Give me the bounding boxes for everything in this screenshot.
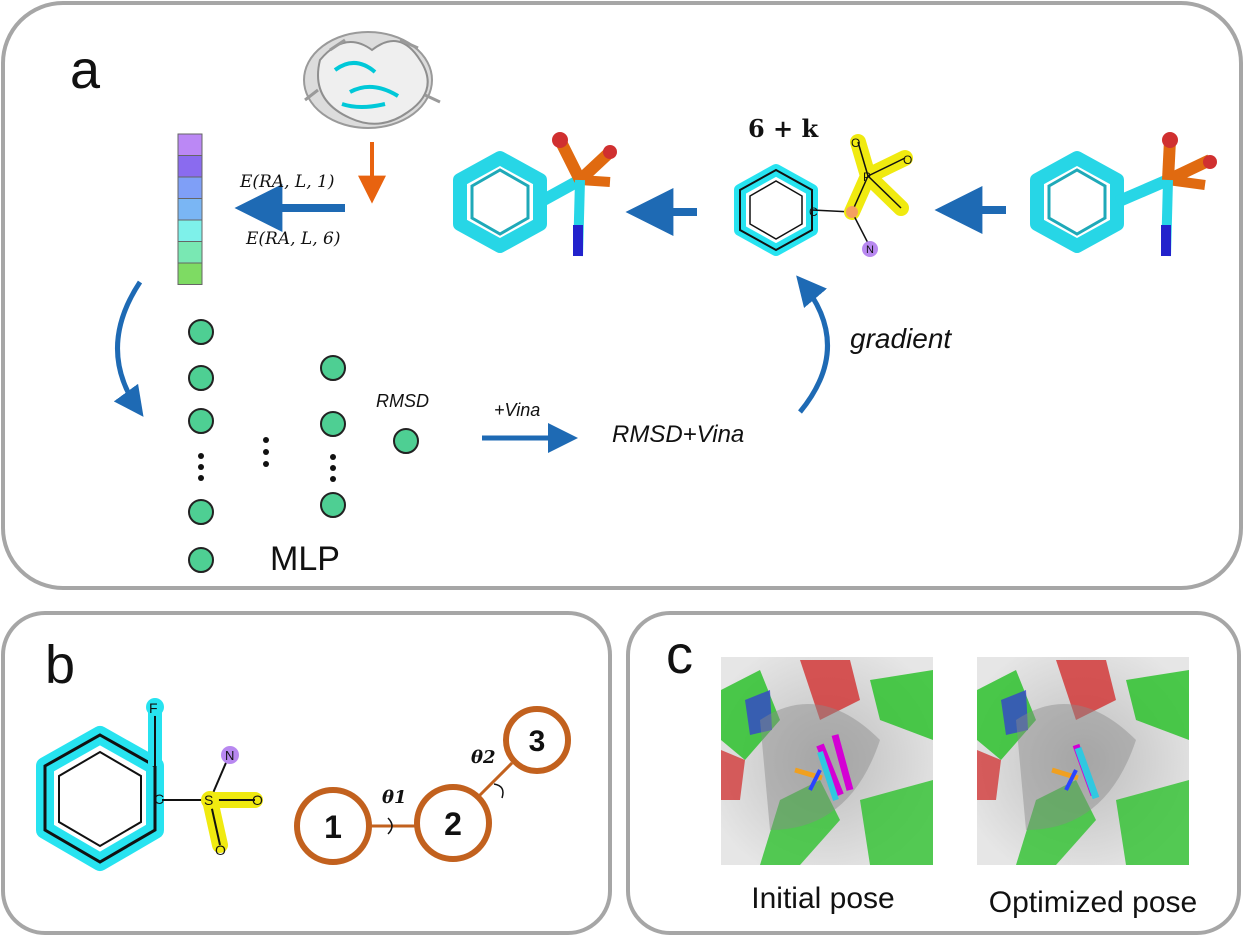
ellipsis-dot	[198, 475, 204, 481]
feature-cell	[177, 219, 203, 242]
atom-o-label-b1: O	[252, 792, 263, 808]
optimized-pose-caption: Optimized pose	[989, 886, 1197, 919]
ligand-pose-stick-right	[1030, 132, 1217, 257]
atom-o-label-2: O	[903, 153, 912, 167]
atom-n-label-b: N	[225, 748, 234, 763]
feature-cell	[177, 133, 203, 156]
panel-a-label: a	[70, 40, 101, 100]
feature-cell	[177, 155, 203, 178]
atom-o-label-b2: O	[215, 842, 226, 858]
atom-c-label: C	[809, 205, 818, 219]
panel-b-frame	[1, 611, 612, 935]
atom-p-label: P	[863, 170, 871, 184]
mlp-neuron	[188, 408, 214, 434]
torsion-tree-graph	[370, 761, 514, 835]
initial-pose-image	[721, 657, 933, 865]
ellipsis-dot	[263, 449, 269, 455]
feature-cell	[177, 176, 203, 199]
protein-structure-image	[303, 31, 441, 129]
mlp-neuron	[320, 355, 346, 381]
ellipsis-dot	[330, 476, 336, 482]
torsion-node-2	[414, 784, 492, 862]
ligand-dof-graph	[734, 134, 913, 257]
panel-a-frame	[1, 1, 1243, 590]
dof-label: 6 + k	[748, 114, 820, 143]
rmsd-output-label: RMSD	[376, 391, 429, 411]
torsion-node-3	[503, 706, 571, 774]
panel-c-label: c	[666, 625, 693, 685]
panel-b-label: b	[45, 635, 75, 695]
theta-1-label: θ1	[382, 787, 407, 808]
ellipsis-dot	[198, 453, 204, 459]
mlp-neuron	[188, 547, 214, 573]
feature-cell	[177, 198, 203, 221]
ligand-pose-stick-left	[453, 132, 617, 257]
mlp-neuron	[320, 492, 346, 518]
atom-s-label: S	[204, 792, 213, 808]
gradient-arrow	[796, 275, 830, 414]
feature-cell	[177, 241, 203, 264]
mlp-neuron	[188, 365, 214, 391]
atom-n-label: N	[866, 244, 874, 256]
torsion-node-2-label: 2	[444, 806, 462, 842]
loss-label: RMSD+Vina	[612, 421, 744, 448]
mlp-neuron	[188, 319, 214, 345]
optimized-pose-image	[977, 657, 1189, 865]
atom-c-label-b: C	[154, 791, 164, 807]
vina-arrow-label: +Vina	[494, 400, 540, 420]
mlp-network	[188, 319, 419, 573]
panel-c-frame	[626, 611, 1241, 935]
energy-term-1: E(RA, L, 1)	[239, 172, 334, 192]
torsion-node-1	[294, 787, 372, 865]
torsion-node-1-label: 1	[324, 809, 342, 845]
ellipsis-dot	[330, 465, 336, 471]
gradient-label: gradient	[850, 323, 952, 354]
sulfonamide-molecule	[36, 698, 263, 871]
torsion-node-3-label: 3	[529, 725, 546, 758]
ellipsis-dot	[198, 464, 204, 470]
mlp-label: MLP	[270, 540, 340, 578]
feature-vector	[177, 133, 203, 285]
curved-arrow-to-mlp	[113, 280, 144, 417]
theta-2-label: θ2	[471, 747, 496, 768]
feature-cell	[177, 262, 203, 285]
mlp-neuron	[393, 428, 419, 454]
atom-o-label-1: O	[851, 136, 860, 150]
ellipsis-dot	[263, 461, 269, 467]
ellipsis-dot	[330, 454, 336, 460]
mlp-neuron	[188, 499, 214, 525]
atom-f-label: F	[149, 700, 158, 716]
ellipsis-dot	[263, 437, 269, 443]
mlp-neuron	[320, 411, 346, 437]
initial-pose-caption: Initial pose	[751, 882, 894, 915]
energy-term-6: E(RA, L, 6)	[245, 229, 340, 249]
